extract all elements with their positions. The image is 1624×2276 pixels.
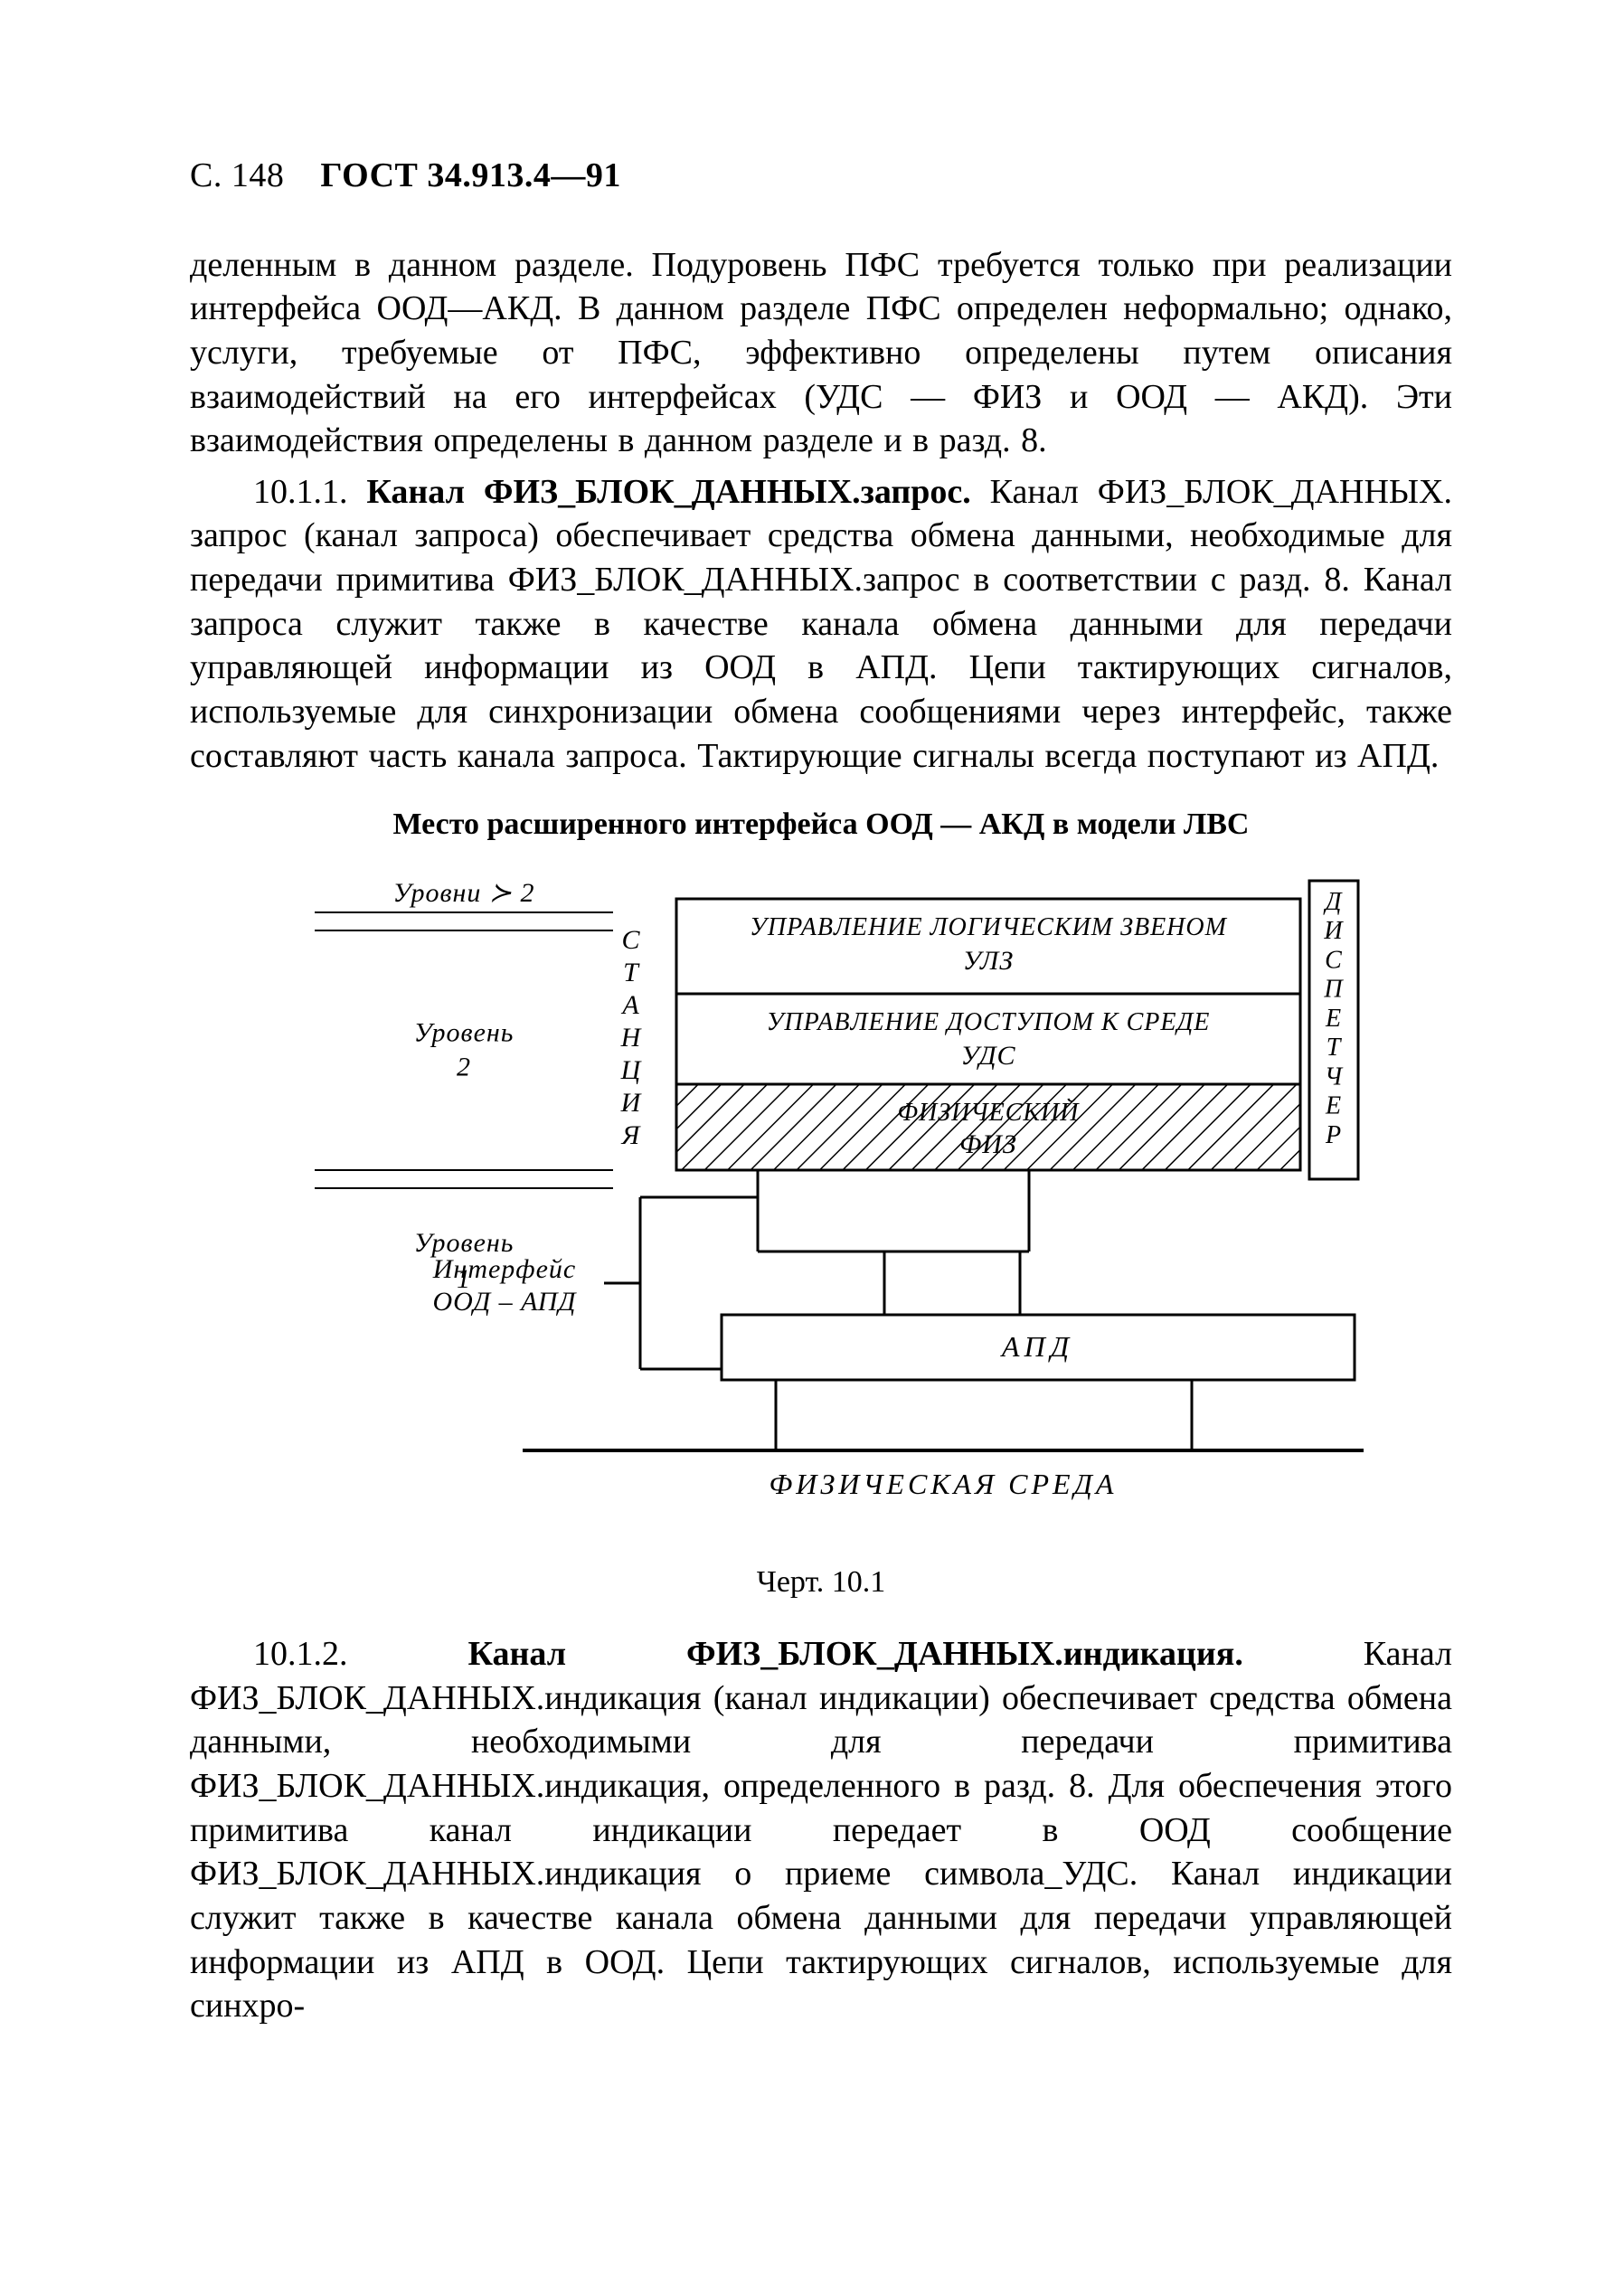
svg-text:Р: Р (1325, 1120, 1342, 1148)
figure-title: Место расширенного интерфейса ООД — АКД … (190, 805, 1452, 845)
svg-text:И: И (1323, 917, 1344, 945)
svg-text:Ч: Ч (1325, 1062, 1344, 1091)
svg-text:А: А (620, 990, 639, 1020)
figure-caption: Черт. 10.1 (190, 1563, 1452, 1602)
svg-text:ФИЗИЧЕСКИЙ: ФИЗИЧЕСКИЙ (898, 1098, 1081, 1127)
svg-text:Я: Я (620, 1120, 642, 1150)
svg-text:Интерфейс: Интерфейс (432, 1254, 576, 1284)
section-title: Канал ФИЗ_БЛОК_ДАННЫХ.запрос. (366, 473, 970, 511)
svg-text:С: С (1325, 946, 1343, 974)
svg-text:Е: Е (1325, 1005, 1342, 1033)
paragraph-3: 10.1.2. Канал ФИЗ_БЛОК_ДАННЫХ.индикация.… (190, 1632, 1452, 2028)
svg-text:Д: Д (1323, 888, 1344, 916)
svg-text:Ц: Ц (620, 1055, 643, 1085)
svg-text:И: И (620, 1088, 643, 1118)
svg-text:Т: Т (1327, 1034, 1343, 1062)
svg-text:2: 2 (457, 1052, 471, 1081)
page: С. 148 ГОСТ 34.913.4—91 деленным в данно… (0, 0, 1624, 2276)
paragraph-1-text: деленным в данном разделе. Подуровень ПФ… (190, 246, 1452, 460)
svg-text:С: С (621, 925, 640, 955)
svg-text:АПД: АПД (1000, 1330, 1074, 1363)
paragraph-2-body: Канал ФИЗ_БЛОК_ДАННЫХ. запрос (канал зап… (190, 473, 1452, 775)
section-number-2: 10.1.2. (253, 1635, 348, 1673)
svg-text:Уровни ≻ 2: Уровни ≻ 2 (392, 878, 534, 908)
paragraph-3-body: Канал ФИЗ_БЛОК_ДАННЫХ.индикация (канал и… (190, 1635, 1452, 2025)
svg-text:Е: Е (1325, 1091, 1342, 1119)
figure-svg: Уровни ≻ 2Уровень2Уровень1СТАНЦИЯУПРАВЛЕ… (251, 863, 1391, 1550)
svg-text:ФИЗИЧЕСКАЯ СРЕДА: ФИЗИЧЕСКАЯ СРЕДА (770, 1468, 1118, 1500)
svg-text:УДС: УДС (960, 1041, 1015, 1071)
svg-text:УПРАВЛЕНИЕ ДОСТУПОМ К СРЕДЕ: УПРАВЛЕНИЕ ДОСТУПОМ К СРЕДЕ (767, 1008, 1211, 1036)
svg-text:П: П (1323, 975, 1344, 1003)
standard-id: ГОСТ 34.913.4—91 (320, 156, 621, 194)
svg-text:УЛЗ: УЛЗ (963, 946, 1014, 976)
svg-text:ООД – АПД: ООД – АПД (433, 1287, 578, 1317)
svg-text:Н: Н (620, 1023, 643, 1053)
paragraph-2: 10.1.1. Канал ФИЗ_БЛОК_ДАННЫХ.запрос. Ка… (190, 470, 1452, 778)
svg-text:Т: Т (623, 958, 640, 987)
svg-text:ФИЗ: ФИЗ (959, 1129, 1017, 1159)
page-number: С. 148 (190, 156, 284, 194)
svg-text:Уровень: Уровень (414, 1017, 515, 1047)
page-header: С. 148 ГОСТ 34.913.4—91 (190, 154, 1452, 198)
section-title-2: Канал ФИЗ_БЛОК_ДАННЫХ.индикация. (467, 1635, 1242, 1673)
section-number: 10.1.1. (253, 473, 348, 511)
figure: Уровни ≻ 2Уровень2Уровень1СТАНЦИЯУПРАВЛЕ… (190, 863, 1452, 1550)
svg-text:УПРАВЛЕНИЕ ЛОГИЧЕСКИМ ЗВЕНОМ: УПРАВЛЕНИЕ ЛОГИЧЕСКИМ ЗВЕНОМ (750, 913, 1228, 941)
paragraph-1: деленным в данном разделе. Подуровень ПФ… (190, 243, 1452, 463)
